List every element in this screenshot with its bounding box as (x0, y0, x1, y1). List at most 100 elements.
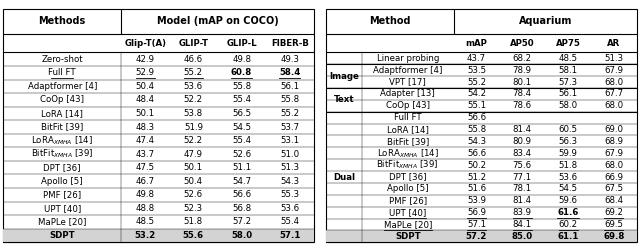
Text: 53.7: 53.7 (280, 123, 300, 132)
Text: 60.8: 60.8 (231, 68, 252, 77)
Text: 58.0: 58.0 (231, 231, 252, 240)
Text: 81.4: 81.4 (513, 196, 532, 205)
Text: Text: Text (333, 95, 355, 104)
Text: 84.1: 84.1 (513, 220, 532, 229)
Text: 42.9: 42.9 (136, 55, 155, 64)
Text: 51.3: 51.3 (280, 163, 300, 172)
Text: 48.8: 48.8 (136, 204, 155, 213)
Text: LoRA [14]: LoRA [14] (387, 125, 429, 134)
Text: 53.6: 53.6 (184, 82, 203, 91)
Text: 56.6: 56.6 (467, 113, 486, 122)
Text: BitFit [39]: BitFit [39] (387, 137, 429, 146)
Text: 59.6: 59.6 (559, 196, 577, 205)
Text: 58.0: 58.0 (559, 101, 578, 110)
Text: VPT [17]: VPT [17] (389, 77, 426, 87)
Text: AP75: AP75 (556, 39, 580, 48)
Text: Full FT: Full FT (394, 113, 422, 122)
Text: 53.6: 53.6 (559, 172, 578, 182)
Text: 55.2: 55.2 (280, 109, 300, 118)
Text: 78.4: 78.4 (513, 90, 532, 98)
Text: 56.3: 56.3 (559, 137, 578, 146)
Text: 85.0: 85.0 (512, 232, 533, 241)
Text: BitFit$_{\mathit{XMHA}}$ [39]: BitFit$_{\mathit{XMHA}}$ [39] (376, 159, 439, 171)
Text: 49.8: 49.8 (136, 190, 155, 199)
Text: 53.9: 53.9 (467, 196, 486, 205)
Text: 53.6: 53.6 (280, 204, 300, 213)
Text: 50.1: 50.1 (136, 109, 155, 118)
Text: 81.4: 81.4 (513, 125, 532, 134)
Text: UPT [40]: UPT [40] (389, 208, 426, 217)
Text: 83.9: 83.9 (513, 208, 532, 217)
Text: 67.9: 67.9 (604, 66, 623, 75)
Text: 51.0: 51.0 (280, 150, 300, 159)
Text: 50.4: 50.4 (184, 177, 203, 186)
Text: 83.4: 83.4 (513, 149, 532, 158)
Text: 68.2: 68.2 (513, 54, 532, 63)
Text: 58.1: 58.1 (559, 66, 578, 75)
Text: 43.7: 43.7 (467, 54, 486, 63)
Text: 43.7: 43.7 (136, 150, 155, 159)
Text: 56.1: 56.1 (280, 82, 300, 91)
Text: 49.3: 49.3 (280, 55, 300, 64)
Text: 46.6: 46.6 (184, 55, 203, 64)
Text: 50.1: 50.1 (184, 163, 203, 172)
Text: 60.5: 60.5 (559, 125, 578, 134)
Text: 57.1: 57.1 (467, 220, 486, 229)
Text: 56.9: 56.9 (467, 208, 486, 217)
Text: 54.5: 54.5 (232, 123, 251, 132)
Text: GLIP-L: GLIP-L (227, 39, 257, 48)
Text: Aquarium: Aquarium (518, 16, 572, 26)
Text: Adaptformer [4]: Adaptformer [4] (28, 82, 97, 91)
Text: 53.8: 53.8 (184, 109, 203, 118)
Text: 57.3: 57.3 (559, 77, 578, 87)
Text: LoRA$_{\mathit{XMHA}}$ [14]: LoRA$_{\mathit{XMHA}}$ [14] (377, 147, 439, 160)
Text: 54.7: 54.7 (232, 177, 251, 186)
Text: Glip-T(A): Glip-T(A) (124, 39, 166, 48)
Text: PMF [26]: PMF [26] (43, 190, 81, 199)
Text: 55.4: 55.4 (232, 95, 251, 104)
Text: 51.6: 51.6 (467, 184, 486, 193)
Text: AP50: AP50 (510, 39, 534, 48)
Text: 53.2: 53.2 (134, 231, 156, 240)
Text: Apollo [5]: Apollo [5] (42, 177, 83, 186)
Text: 47.5: 47.5 (136, 163, 155, 172)
Text: 54.2: 54.2 (467, 90, 486, 98)
Text: UPT [40]: UPT [40] (44, 204, 81, 213)
Text: 67.5: 67.5 (604, 184, 623, 193)
Text: Linear probing: Linear probing (376, 54, 439, 63)
Text: 66.9: 66.9 (604, 172, 623, 182)
Text: 69.5: 69.5 (604, 220, 623, 229)
Text: Zero-shot: Zero-shot (42, 55, 83, 64)
Text: DPT [36]: DPT [36] (44, 163, 81, 172)
Text: 68.0: 68.0 (604, 77, 623, 87)
Text: 48.5: 48.5 (559, 54, 578, 63)
Text: Adapter [13]: Adapter [13] (380, 90, 435, 98)
Text: 78.6: 78.6 (513, 101, 532, 110)
Text: 61.1: 61.1 (557, 232, 579, 241)
Text: 53.5: 53.5 (467, 66, 486, 75)
Text: 61.6: 61.6 (557, 208, 579, 217)
Text: 55.4: 55.4 (232, 136, 251, 145)
Text: 47.4: 47.4 (136, 136, 155, 145)
Text: LoRA [14]: LoRA [14] (41, 109, 83, 118)
Text: 54.3: 54.3 (467, 137, 486, 146)
Text: DPT [36]: DPT [36] (389, 172, 426, 182)
Text: 58.4: 58.4 (279, 68, 300, 77)
Text: SDPT: SDPT (395, 232, 420, 241)
Text: 55.4: 55.4 (280, 217, 300, 227)
Text: AR: AR (607, 39, 621, 48)
Text: FIBER-B: FIBER-B (271, 39, 308, 48)
Text: 60.2: 60.2 (559, 220, 578, 229)
Text: 48.3: 48.3 (136, 123, 155, 132)
Text: 52.3: 52.3 (184, 204, 203, 213)
Text: 56.6: 56.6 (232, 190, 251, 199)
Text: Methods: Methods (38, 16, 86, 26)
Text: PMF [26]: PMF [26] (388, 196, 427, 205)
Text: 55.1: 55.1 (467, 101, 486, 110)
Text: Model (mAP on COCO): Model (mAP on COCO) (157, 16, 278, 26)
Text: 52.6: 52.6 (184, 190, 203, 199)
Text: GLIP-T: GLIP-T (179, 39, 209, 48)
Bar (326, 231, 637, 242)
Text: MaPLe [20]: MaPLe [20] (383, 220, 432, 229)
Text: Method: Method (369, 16, 411, 26)
